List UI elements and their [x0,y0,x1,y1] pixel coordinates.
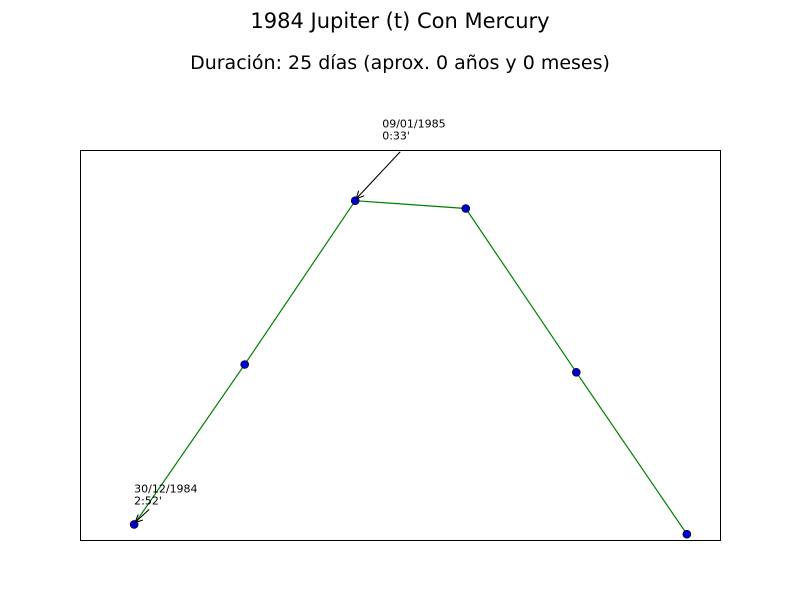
annotation-date-1: 09/01/1985 [382,118,445,131]
annotation-arrow-1 [356,151,401,199]
chart-subtitle: Duración: 25 días (aprox. 0 años y 0 mes… [190,52,610,74]
data-point-1 [240,360,249,369]
annotation-time-1: 0:33' [382,130,410,143]
annotation-date-0: 30/12/1984 [134,482,197,495]
chart-title: 1984 Jupiter (t) Con Mercury [250,9,549,33]
data-point-0 [129,520,139,529]
series-layer [129,196,692,539]
data-point-4 [572,367,581,377]
data-point-2 [350,196,360,205]
annotation-time-0: 2:52' [134,494,162,507]
data-point-3 [461,204,471,213]
annotation-arrow-0 [135,508,150,522]
data-point-5 [682,529,692,539]
series-line [133,200,688,535]
plot-frame [80,150,721,541]
